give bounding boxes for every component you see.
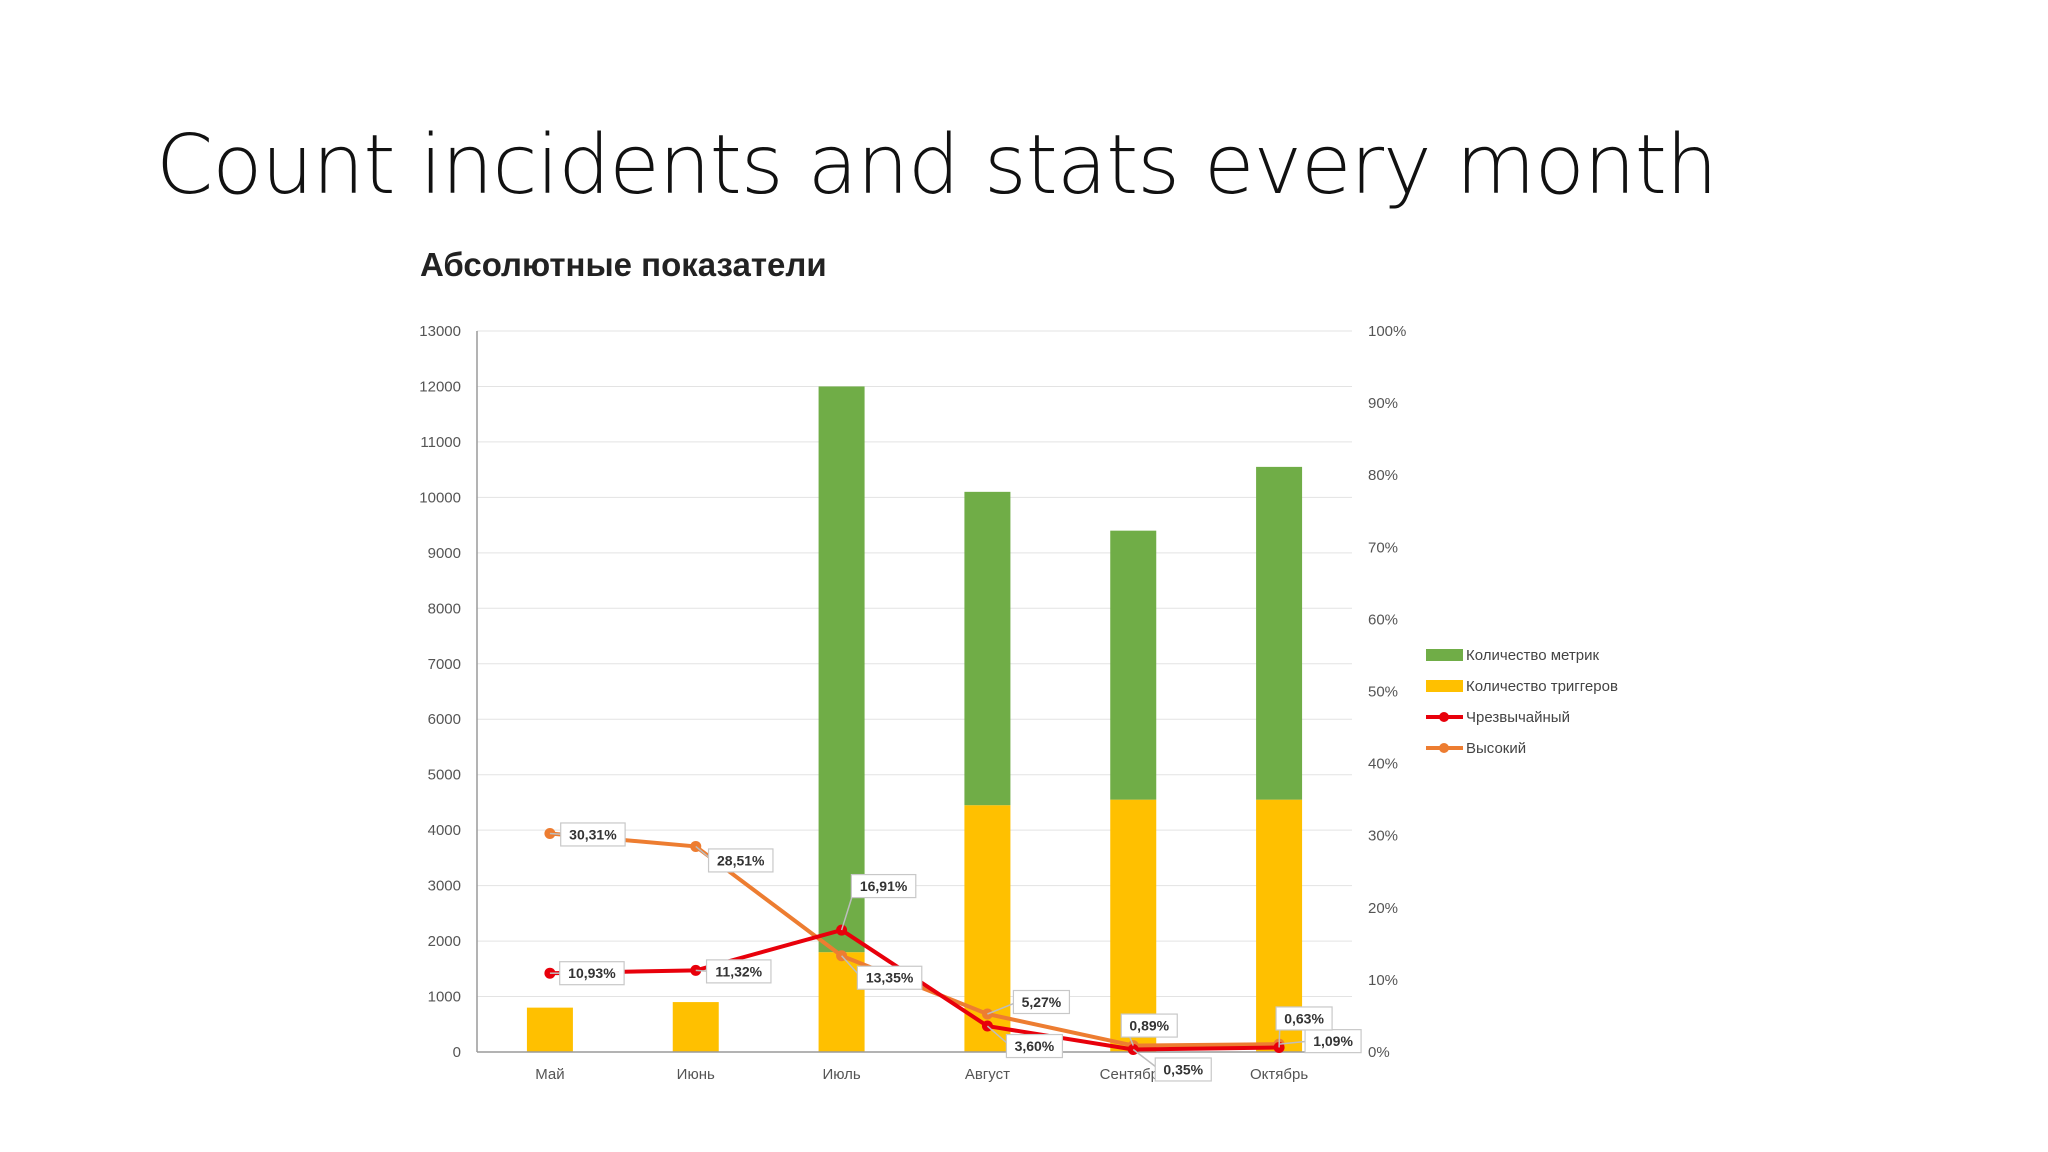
data-label: 28,51%	[717, 852, 765, 868]
label-leader	[987, 1001, 1018, 1015]
legend-label: Количество метрик	[1466, 647, 1599, 664]
y-tick-label: 3000	[428, 878, 461, 895]
y-tick-label: 12000	[419, 378, 461, 395]
label-box	[1275, 1006, 1333, 1031]
data-label: 0,63%	[1284, 1010, 1324, 1026]
bar	[526, 1007, 573, 1052]
y2-tick-label: 50%	[1368, 684, 1398, 701]
label-box	[1120, 1013, 1178, 1038]
x-tick-label: Май	[535, 1066, 564, 1083]
legend-label: Количество триггеров	[1466, 678, 1618, 695]
y-tick-label: 0	[453, 1044, 461, 1061]
data-label: 30,31%	[569, 826, 617, 842]
data-label: 11,32%	[715, 963, 762, 979]
label-box	[560, 822, 626, 847]
y-tick-label: 11000	[420, 434, 461, 451]
y-tick-label: 10000	[419, 489, 461, 506]
x-tick-label: Октябрь	[1250, 1066, 1308, 1083]
legend-swatch	[1426, 680, 1463, 692]
bar	[1110, 799, 1157, 1052]
label-box	[1005, 1033, 1064, 1059]
label-leader	[1279, 1040, 1310, 1045]
y2-tick-label: 80%	[1368, 467, 1398, 484]
y2-tick-label: 0%	[1368, 1044, 1390, 1061]
y-tick-label: 13000	[419, 323, 461, 340]
y-tick-label: 7000	[428, 656, 461, 673]
legend-marker	[1439, 712, 1449, 722]
y-tick-label: 2000	[428, 933, 461, 950]
legend-label: Чрезвычайный	[1466, 709, 1570, 726]
label-box	[850, 873, 917, 899]
x-tick-label: Август	[965, 1066, 1010, 1083]
data-label: 0,89%	[1129, 1018, 1169, 1034]
grid-lines	[477, 330, 1352, 998]
y-tick-label: 6000	[428, 711, 461, 728]
y2-tick-label: 60%	[1368, 611, 1398, 628]
data-label: 0,35%	[1163, 1061, 1203, 1077]
bar	[672, 1002, 719, 1052]
y2-tick-label: 90%	[1368, 395, 1398, 412]
legend-label: Высокий	[1466, 740, 1526, 757]
axes: 0 1000 2000 3000 4000 5000 6000 7000 8000 9000 100…	[419, 323, 1406, 1083]
y-tick-label: 9000	[428, 545, 461, 562]
y2-tick-label: 20%	[1368, 900, 1398, 917]
x-tick-label: Июнь	[677, 1066, 715, 1083]
label-box	[1154, 1057, 1212, 1082]
data-labels: 30,31% 28,51% 13,35% 5,27% 0,89% 1,09% 10,93% 1…	[549, 822, 1362, 1082]
bar	[1110, 530, 1157, 800]
y2-tick-label: 100%	[1368, 323, 1406, 340]
y2-tick-label: 30%	[1368, 828, 1398, 845]
bar-series	[526, 386, 1303, 1052]
bar	[964, 491, 1011, 806]
label-box	[559, 961, 625, 986]
label-box	[707, 848, 774, 873]
data-label: 3,60%	[1015, 1038, 1055, 1054]
bar	[818, 386, 865, 953]
y-tick-label: 8000	[428, 600, 461, 617]
y-tick-label: 1000	[428, 989, 461, 1006]
data-label: 1,09%	[1313, 1033, 1353, 1049]
y2-tick-label: 40%	[1368, 756, 1398, 773]
y2-tick-label: 10%	[1368, 972, 1398, 989]
x-tick-label: Сентябрь	[1100, 1066, 1167, 1083]
slide-title: Count incidents and stats every month	[156, 118, 1718, 213]
label-box	[856, 965, 923, 990]
label-box	[1304, 1029, 1362, 1054]
y-tick-label: 5000	[428, 767, 461, 784]
legend: Количество метрик Количество триггеров Чре…	[1426, 647, 1618, 757]
y2-tick-label: 70%	[1368, 539, 1398, 556]
x-tick-label: Июль	[822, 1066, 860, 1083]
label-box	[705, 959, 772, 984]
chart-title: Абсолютные показатели	[420, 246, 827, 283]
bar	[1256, 466, 1303, 800]
legend-swatch	[1426, 649, 1463, 661]
data-label: 16,91%	[860, 878, 908, 894]
legend-marker	[1439, 743, 1449, 753]
label-box	[1012, 989, 1071, 1015]
data-label: 13,35%	[866, 970, 914, 986]
y-tick-label: 4000	[428, 822, 461, 839]
data-label: 5,27%	[1022, 994, 1062, 1010]
data-label: 10,93%	[568, 965, 616, 981]
